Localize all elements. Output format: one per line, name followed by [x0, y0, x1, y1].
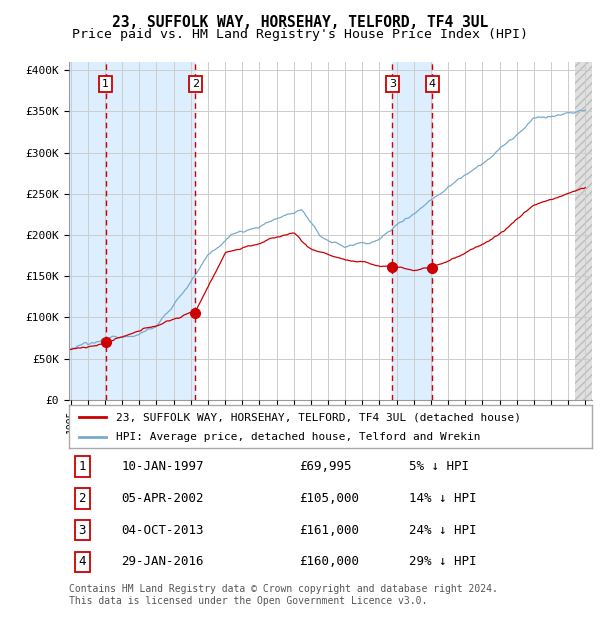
- Text: 29% ↓ HPI: 29% ↓ HPI: [409, 556, 476, 569]
- Text: 23, SUFFOLK WAY, HORSEHAY, TELFORD, TF4 3UL (detached house): 23, SUFFOLK WAY, HORSEHAY, TELFORD, TF4 …: [116, 412, 521, 422]
- Text: Contains HM Land Registry data © Crown copyright and database right 2024.
This d: Contains HM Land Registry data © Crown c…: [69, 584, 498, 606]
- Text: 1: 1: [79, 460, 86, 473]
- Text: 2: 2: [79, 492, 86, 505]
- Text: Price paid vs. HM Land Registry's House Price Index (HPI): Price paid vs. HM Land Registry's House …: [72, 28, 528, 40]
- Text: 2: 2: [192, 79, 199, 89]
- Text: 29-JAN-2016: 29-JAN-2016: [121, 556, 204, 569]
- Text: 23, SUFFOLK WAY, HORSEHAY, TELFORD, TF4 3UL: 23, SUFFOLK WAY, HORSEHAY, TELFORD, TF4 …: [112, 16, 488, 30]
- Bar: [575, 62, 592, 400]
- Bar: [69, 62, 196, 400]
- Text: 24% ↓ HPI: 24% ↓ HPI: [409, 524, 476, 537]
- Text: £160,000: £160,000: [299, 556, 359, 569]
- Text: £69,995: £69,995: [299, 460, 352, 473]
- Text: 5% ↓ HPI: 5% ↓ HPI: [409, 460, 469, 473]
- Text: 04-OCT-2013: 04-OCT-2013: [121, 524, 204, 537]
- Text: 3: 3: [79, 524, 86, 537]
- Text: £105,000: £105,000: [299, 492, 359, 505]
- Text: 14% ↓ HPI: 14% ↓ HPI: [409, 492, 476, 505]
- Text: 10-JAN-1997: 10-JAN-1997: [121, 460, 204, 473]
- Text: 05-APR-2002: 05-APR-2002: [121, 492, 204, 505]
- Text: £161,000: £161,000: [299, 524, 359, 537]
- Bar: [392, 62, 433, 400]
- Text: 4: 4: [429, 79, 436, 89]
- Text: 3: 3: [389, 79, 396, 89]
- Text: 1: 1: [102, 79, 109, 89]
- Text: HPI: Average price, detached house, Telford and Wrekin: HPI: Average price, detached house, Telf…: [116, 432, 481, 442]
- Text: 4: 4: [79, 556, 86, 569]
